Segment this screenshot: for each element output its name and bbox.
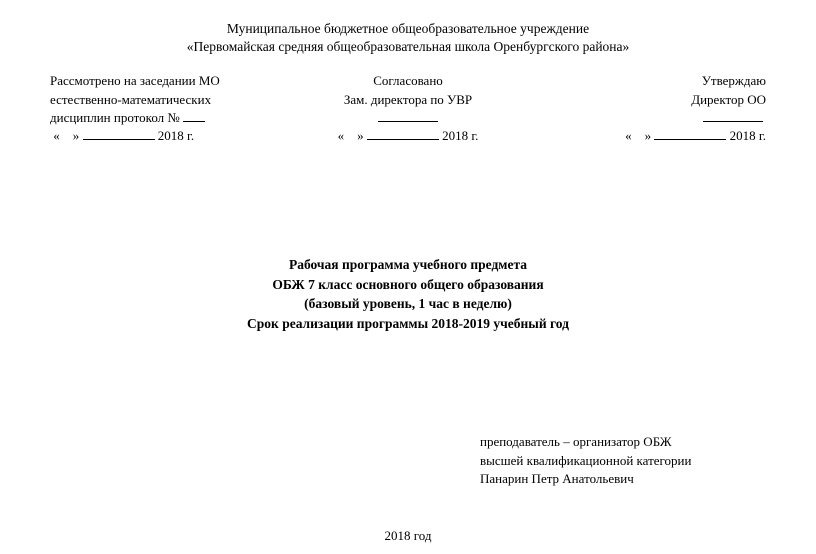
teacher-line2: высшей квалификационной категории: [480, 452, 766, 470]
approval-left: Рассмотрено на заседании МО естественно-…: [50, 72, 289, 145]
approval-left-line3: дисциплин протокол №: [50, 109, 289, 127]
approval-right-line1: Утверждаю: [527, 72, 766, 90]
footer-year: 2018 год: [50, 528, 766, 544]
protocol-prefix: дисциплин протокол №: [50, 110, 183, 125]
signature-blank: [378, 110, 438, 122]
teacher-block: преподаватель – организатор ОБЖ высшей к…: [480, 433, 766, 488]
institution-line-1: Муниципальное бюджетное общеобразователь…: [50, 20, 766, 38]
date-month-blank: [367, 128, 439, 140]
teacher-line1: преподаватель – организатор ОБЖ: [480, 433, 766, 451]
approval-left-line1: Рассмотрено на заседании МО: [50, 72, 289, 90]
protocol-number-blank: [183, 110, 205, 122]
approval-center-line1: Согласовано: [289, 72, 528, 90]
quote-open: «: [338, 128, 345, 143]
quote-close: »: [645, 128, 652, 143]
approval-left-date: « » 2018 г.: [50, 127, 289, 145]
institution-header: Муниципальное бюджетное общеобразователь…: [50, 20, 766, 56]
quote-close: »: [73, 128, 80, 143]
title-line4: Срок реализации программы 2018-2019 учеб…: [50, 314, 766, 334]
approval-center: Согласовано Зам. директора по УВР « » 20…: [289, 72, 528, 145]
approval-row: Рассмотрено на заседании МО естественно-…: [50, 72, 766, 145]
title-line1: Рабочая программа учебного предмета: [50, 255, 766, 275]
date-year: 2018 г.: [155, 128, 195, 143]
date-month-blank: [654, 128, 726, 140]
teacher-line3: Панарин Петр Анатольевич: [480, 470, 766, 488]
approval-right-line2: Директор ОО: [527, 91, 766, 109]
page-container: Муниципальное бюджетное общеобразователь…: [0, 0, 816, 554]
approval-right: Утверждаю Директор ОО « » 2018 г.: [527, 72, 766, 145]
date-month-blank: [83, 128, 155, 140]
title-block: Рабочая программа учебного предмета ОБЖ …: [50, 255, 766, 333]
approval-center-line2: Зам. директора по УВР: [289, 91, 528, 109]
date-year: 2018 г.: [439, 128, 479, 143]
title-line2: ОБЖ 7 класс основного общего образования: [50, 275, 766, 295]
signature-blank: [703, 110, 763, 122]
quote-open: «: [625, 128, 632, 143]
date-year: 2018 г.: [726, 128, 766, 143]
approval-right-signature: [527, 109, 766, 127]
approval-right-date: « » 2018 г.: [527, 127, 766, 145]
title-line3: (базовый уровень, 1 час в неделю): [50, 294, 766, 314]
institution-line-2: «Первомайская средняя общеобразовательна…: [50, 38, 766, 56]
quote-open: «: [53, 128, 60, 143]
quote-close: »: [357, 128, 364, 143]
approval-center-signature: [289, 109, 528, 127]
approval-left-line2: естественно-математических: [50, 91, 289, 109]
approval-center-date: « » 2018 г.: [289, 127, 528, 145]
